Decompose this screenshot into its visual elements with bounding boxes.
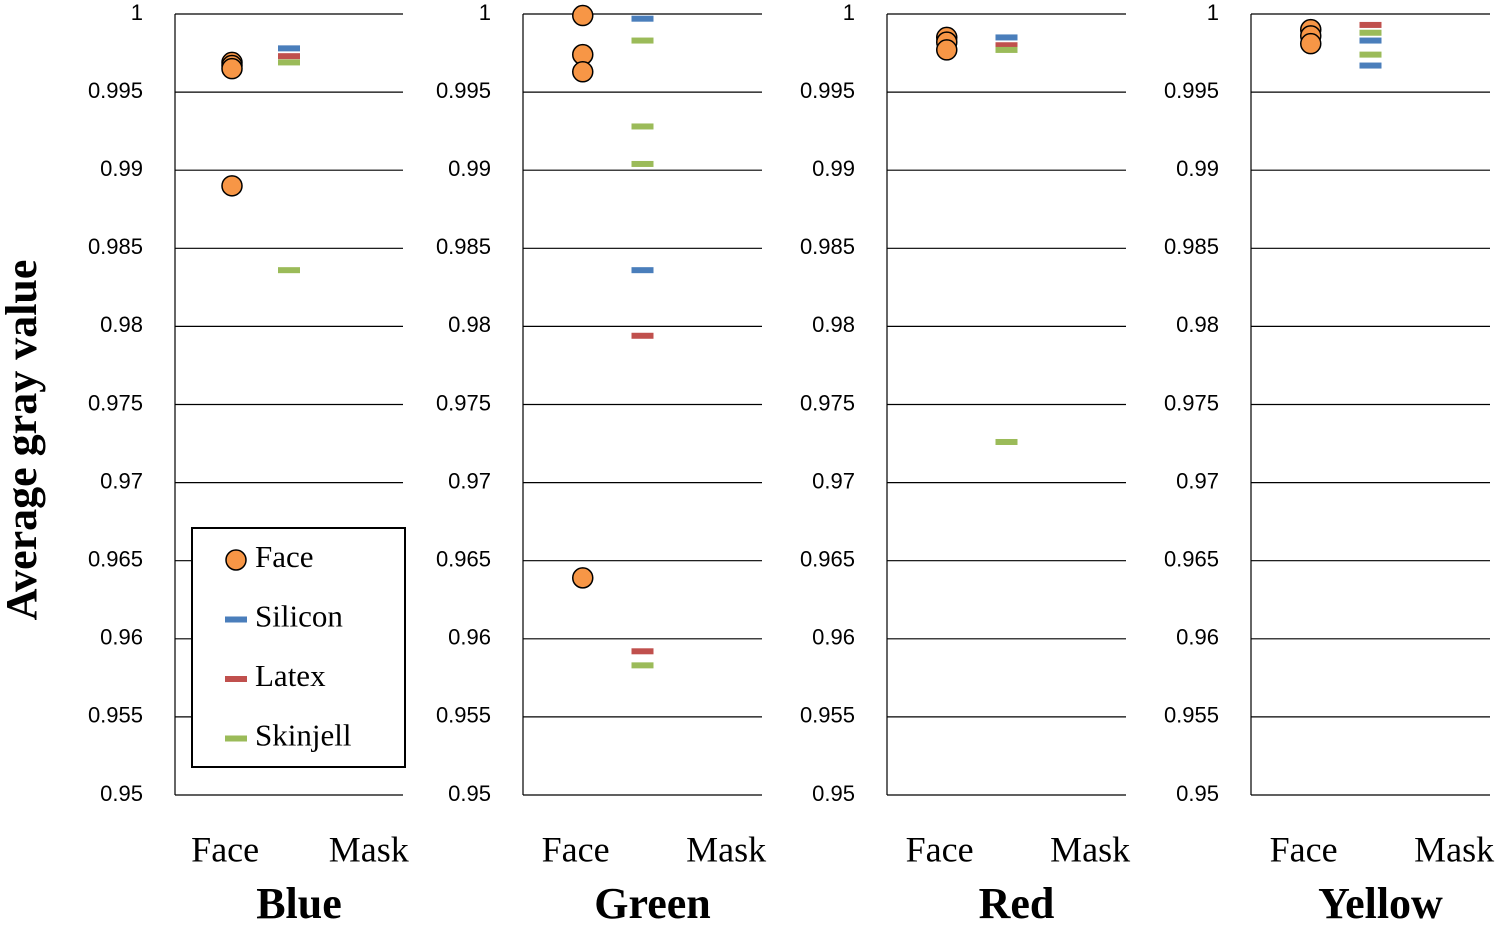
x-tick-label: Mask: [329, 829, 409, 869]
y-tick-label: 0.95: [812, 781, 855, 806]
y-tick-label: 1: [843, 0, 855, 25]
y-tick-label: 0.985: [436, 234, 491, 259]
y-tick-label: 0.985: [800, 234, 855, 259]
legend-label: Silicon: [255, 599, 343, 634]
y-tick-label: 0.985: [1164, 234, 1219, 259]
legend-marker: [225, 676, 247, 682]
x-tick-label: Face: [906, 829, 974, 869]
point: [572, 567, 594, 589]
x-tick-label: Mask: [1414, 829, 1494, 869]
legend-box: [191, 527, 406, 768]
y-tick-label: 0.97: [1176, 468, 1219, 493]
y-tick-label: 0.97: [448, 468, 491, 493]
legend-label: Latex: [255, 658, 326, 693]
point: [221, 57, 243, 80]
x-tick-label: Mask: [686, 829, 766, 869]
point: [995, 42, 1018, 49]
panel-title: Red: [979, 879, 1055, 928]
y-tick-label: 0.99: [812, 156, 855, 181]
y-tick-label: 0.95: [1176, 781, 1219, 806]
point: [572, 4, 594, 27]
y-tick-label: 1: [479, 0, 491, 25]
y-tick-label: 0.965: [436, 547, 491, 572]
y-tick-label: 0.95: [100, 781, 143, 806]
y-tick-label: 0.955: [800, 703, 855, 728]
y-tick-label: 0.99: [1176, 156, 1219, 181]
y-tick-label: 0.975: [436, 390, 491, 415]
point: [631, 267, 654, 274]
point: [995, 34, 1018, 41]
point: [631, 648, 654, 655]
point: [631, 37, 654, 44]
y-tick-label: 0.99: [448, 156, 491, 181]
y-tick-label: 0.975: [1164, 390, 1219, 415]
y-tick-label: 0.96: [448, 625, 491, 650]
point: [936, 39, 958, 61]
legend-marker: [225, 549, 247, 571]
x-tick-label: Face: [1270, 829, 1338, 869]
point: [1359, 62, 1382, 69]
y-tick-label: 0.995: [436, 78, 491, 103]
x-tick-label: Face: [542, 829, 610, 869]
y-tick-label: 0.975: [88, 390, 143, 415]
point: [278, 45, 300, 52]
y-tick-label: 0.99: [100, 156, 143, 181]
y-tick-label: 1: [1207, 0, 1219, 25]
point: [995, 438, 1018, 445]
y-tick-label: 0.97: [812, 468, 855, 493]
y-tick-label: 0.985: [88, 234, 143, 259]
y-tick-label: 0.965: [800, 547, 855, 572]
y-tick-label: 1: [131, 0, 143, 25]
point: [631, 123, 654, 130]
legend-label: Face: [255, 539, 314, 574]
y-tick-label: 0.965: [1164, 547, 1219, 572]
x-tick-label: Face: [191, 829, 259, 869]
panel-title: Yellow: [1318, 879, 1443, 928]
y-tick-label: 0.965: [88, 547, 143, 572]
y-tick-label: 0.96: [100, 625, 143, 650]
point: [631, 662, 654, 669]
point: [1359, 21, 1382, 28]
y-tick-label: 0.97: [100, 468, 143, 493]
point: [995, 46, 1018, 53]
y-tick-label: 0.98: [100, 312, 143, 337]
y-tick-label: 0.98: [812, 312, 855, 337]
point: [1359, 37, 1382, 44]
point: [1300, 32, 1322, 55]
y-tick-label: 0.96: [1176, 625, 1219, 650]
y-tick-label: 0.96: [812, 625, 855, 650]
y-tick-label: 0.995: [88, 78, 143, 103]
y-tick-label: 0.995: [1164, 78, 1219, 103]
y-tick-label: 0.995: [800, 78, 855, 103]
y-tick-label: 0.95: [448, 781, 491, 806]
point: [631, 160, 654, 167]
point: [221, 175, 243, 197]
panel-title: Blue: [256, 879, 342, 928]
y-tick-label: 0.955: [436, 703, 491, 728]
x-tick-label: Mask: [1050, 829, 1130, 869]
y-tick-label: 0.955: [1164, 703, 1219, 728]
point: [572, 61, 594, 83]
y-tick-label: 0.98: [448, 312, 491, 337]
legend-label: Skinjell: [255, 718, 351, 753]
legend-marker: [225, 616, 247, 623]
point: [278, 267, 300, 274]
y-tick-label: 0.975: [800, 390, 855, 415]
point: [278, 59, 300, 66]
point: [1359, 29, 1382, 36]
panel-title: Green: [594, 879, 711, 928]
point: [278, 53, 300, 60]
legend-marker: [225, 735, 247, 742]
y-tick-label: 0.98: [1176, 312, 1219, 337]
point: [631, 332, 654, 339]
point: [631, 15, 654, 22]
y-axis-title: Average gray value: [0, 260, 46, 621]
y-tick-label: 0.955: [88, 703, 143, 728]
point: [1359, 51, 1382, 58]
